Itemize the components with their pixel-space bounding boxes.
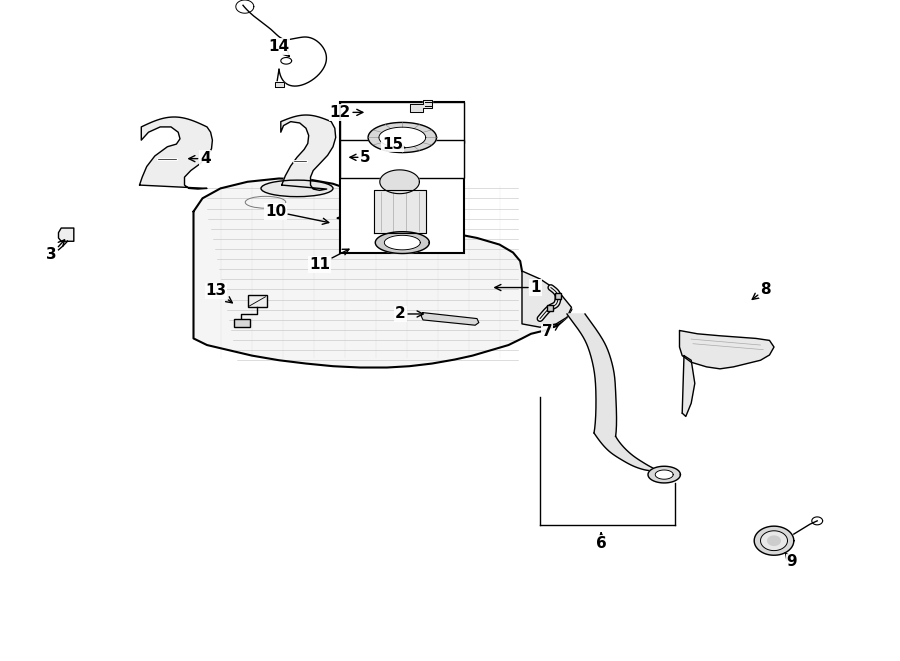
Text: 14: 14	[268, 39, 290, 56]
Polygon shape	[410, 100, 432, 112]
Text: 5: 5	[350, 150, 371, 165]
Bar	[340, 102, 464, 143]
Text: 9: 9	[785, 553, 797, 569]
Text: 12: 12	[329, 105, 363, 120]
Polygon shape	[384, 235, 420, 250]
Polygon shape	[522, 271, 572, 327]
Text: 3: 3	[46, 240, 65, 262]
Polygon shape	[682, 356, 695, 416]
Polygon shape	[374, 190, 426, 233]
Polygon shape	[680, 330, 774, 369]
Text: 2: 2	[395, 307, 423, 321]
Polygon shape	[648, 466, 680, 483]
Text: 13: 13	[205, 284, 232, 303]
Polygon shape	[754, 526, 794, 555]
Polygon shape	[375, 232, 429, 253]
Polygon shape	[380, 170, 419, 194]
Polygon shape	[768, 536, 780, 545]
Text: 11: 11	[309, 249, 349, 272]
Text: 8: 8	[752, 282, 770, 299]
Polygon shape	[594, 433, 675, 473]
Polygon shape	[368, 122, 436, 153]
Text: 1: 1	[495, 280, 541, 295]
Polygon shape	[274, 82, 284, 87]
Polygon shape	[655, 470, 673, 479]
Polygon shape	[567, 314, 616, 436]
Ellipse shape	[261, 180, 333, 197]
Polygon shape	[281, 115, 336, 190]
Text: 7: 7	[542, 325, 559, 339]
Polygon shape	[140, 117, 212, 189]
Bar	[248, 295, 267, 307]
Polygon shape	[379, 127, 426, 148]
Bar	[340, 140, 464, 178]
Text: 6: 6	[596, 533, 607, 551]
Bar	[340, 102, 464, 253]
Text: 4: 4	[189, 151, 211, 166]
Text: 10: 10	[265, 204, 328, 224]
Text: 15: 15	[382, 137, 405, 151]
Polygon shape	[421, 313, 479, 325]
Polygon shape	[760, 531, 788, 551]
Bar	[234, 319, 250, 327]
Polygon shape	[194, 178, 572, 368]
Polygon shape	[58, 228, 74, 241]
